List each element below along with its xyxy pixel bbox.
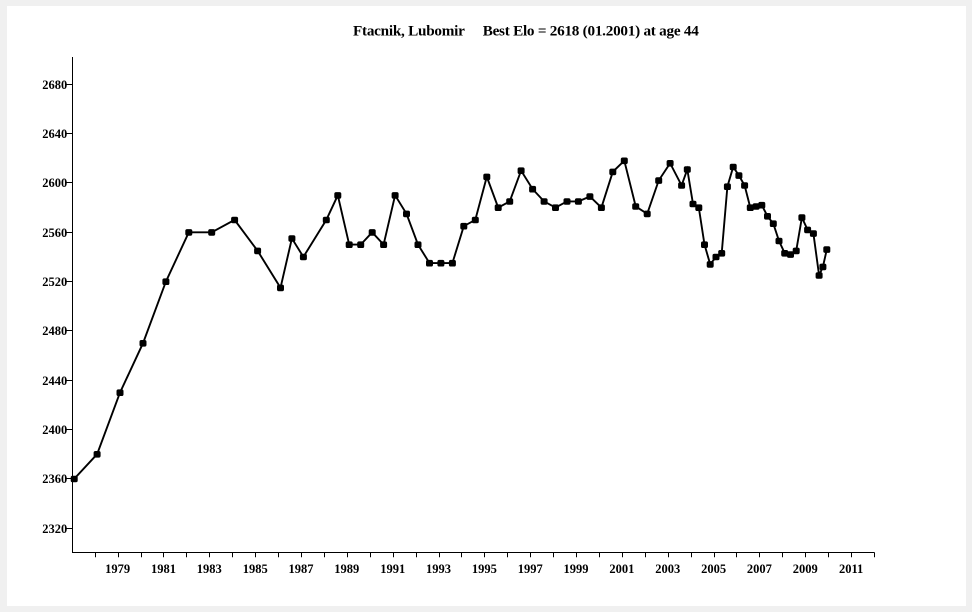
svg-text:1993: 1993 <box>426 562 451 576</box>
svg-text:2001: 2001 <box>609 562 634 576</box>
svg-text:2320: 2320 <box>42 522 67 536</box>
svg-text:1991: 1991 <box>380 562 405 576</box>
svg-text:Ftacnik, Lubomir: Ftacnik, Lubomir <box>353 23 465 40</box>
svg-text:1985: 1985 <box>243 562 268 576</box>
svg-text:2480: 2480 <box>42 324 67 338</box>
svg-text:2009: 2009 <box>793 562 818 576</box>
svg-text:1999: 1999 <box>564 562 589 576</box>
svg-text:2640: 2640 <box>42 127 67 141</box>
svg-text:2011: 2011 <box>839 562 863 576</box>
svg-text:1983: 1983 <box>197 562 222 576</box>
svg-text:2003: 2003 <box>655 562 680 576</box>
svg-text:1987: 1987 <box>289 562 314 576</box>
svg-text:1979: 1979 <box>105 562 130 576</box>
svg-text:2360: 2360 <box>42 472 67 486</box>
svg-text:2680: 2680 <box>42 78 67 92</box>
svg-text:2440: 2440 <box>42 374 67 388</box>
svg-text:1989: 1989 <box>334 562 359 576</box>
svg-text:2560: 2560 <box>42 226 67 240</box>
svg-text:2007: 2007 <box>747 562 772 576</box>
svg-text:2400: 2400 <box>42 423 67 437</box>
svg-text:2005: 2005 <box>701 562 726 576</box>
svg-text:1981: 1981 <box>151 562 176 576</box>
svg-text:1995: 1995 <box>472 562 497 576</box>
svg-text:2600: 2600 <box>42 176 67 190</box>
svg-text:Best Elo = 2618 (01.2001) at a: Best Elo = 2618 (01.2001) at age 44 <box>483 23 700 40</box>
svg-text:2520: 2520 <box>42 275 67 289</box>
svg-text:1997: 1997 <box>518 562 543 576</box>
